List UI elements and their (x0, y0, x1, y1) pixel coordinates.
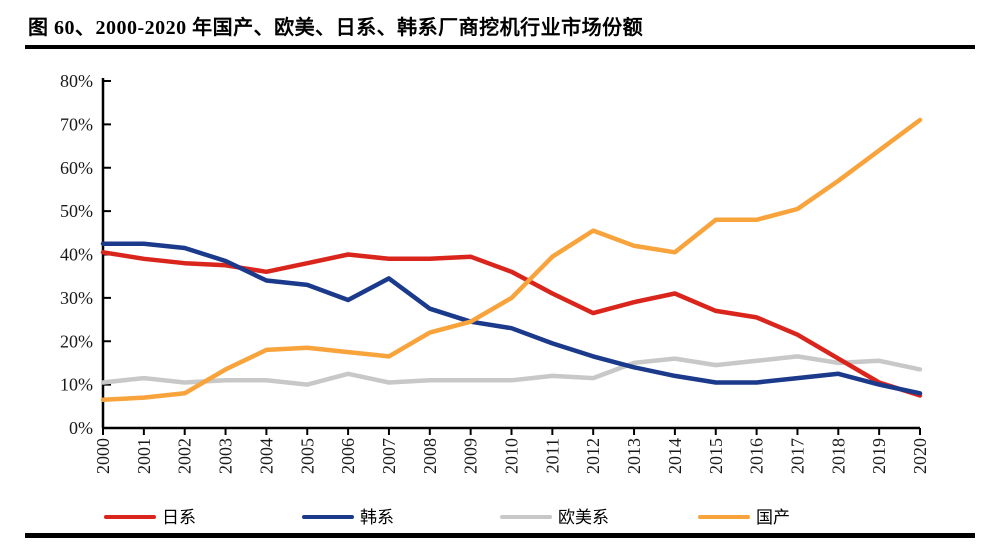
series-line-2 (100, 354, 923, 387)
x-axis-label: 2003 (216, 438, 236, 474)
legend-swatch-japanese (104, 514, 156, 520)
legend-label-euro-american: 欧美系 (558, 507, 609, 527)
chart-legend: 日系 韩系 欧美系 国产 (25, 503, 975, 531)
legend-label-japanese: 日系 (162, 507, 196, 527)
y-axis-label: 10% (60, 375, 93, 395)
y-axis-label: 30% (60, 288, 93, 308)
y-axis-label: 40% (60, 245, 93, 265)
series-line-1 (100, 241, 923, 396)
x-axis-label: 2013 (624, 438, 644, 474)
legend-item-domestic: 国产 (698, 509, 896, 526)
legend-label-korean: 韩系 (360, 507, 394, 527)
legend-swatch-korean (302, 514, 354, 520)
x-axis-label: 2012 (583, 438, 603, 474)
x-axis-label: 2008 (420, 438, 440, 474)
figure-title: 图 60、2000-2020 年国产、欧美、日系、韩系厂商挖机行业市场份额 (28, 17, 644, 39)
y-axis-label: 60% (60, 158, 93, 178)
title-rule (25, 45, 975, 49)
x-axis-label: 2002 (175, 438, 195, 474)
series-line-0 (100, 250, 923, 398)
legend-swatch-domestic (698, 514, 750, 520)
x-axis-label: 2014 (665, 438, 685, 474)
y-axis-label: 50% (60, 201, 93, 221)
x-axis-label: 2009 (461, 438, 481, 474)
legend-item-japanese: 日系 (104, 509, 302, 526)
legend-swatch-euro-american (500, 514, 552, 520)
legend-item-euro-american: 欧美系 (500, 509, 698, 526)
x-axis-label: 2017 (787, 438, 807, 474)
x-axis-label: 2007 (379, 438, 399, 474)
y-axis-label: 20% (60, 331, 93, 351)
y-axis-label: 70% (60, 114, 93, 134)
x-axis-label: 2010 (502, 438, 522, 474)
x-axis-label: 2000 (93, 438, 113, 474)
legend-label-domestic: 国产 (756, 507, 790, 527)
legend-item-korean: 韩系 (302, 509, 500, 526)
figure-bottom-rule (25, 533, 975, 538)
x-axis-label: 2016 (747, 438, 767, 474)
x-axis-label: 2020 (910, 438, 930, 474)
x-axis-label: 2001 (134, 438, 154, 474)
y-axis-label: 0% (69, 418, 93, 438)
line-chart: 0% 10% 20% 30% 40% 50% 60% 70% 80% 2000 2001 2002 20… (60, 71, 930, 474)
x-axis-label: 2005 (297, 438, 317, 474)
x-axis-label: 2004 (256, 438, 276, 474)
x-axis-label: 2015 (706, 438, 726, 474)
series-line-3 (100, 117, 923, 403)
y-axis-label: 80% (60, 71, 93, 91)
x-axis-label: 2006 (338, 438, 358, 474)
x-axis-label: 2018 (828, 438, 848, 474)
x-axis-label: 2019 (869, 438, 889, 474)
x-axis-label: 2011 (542, 438, 562, 473)
